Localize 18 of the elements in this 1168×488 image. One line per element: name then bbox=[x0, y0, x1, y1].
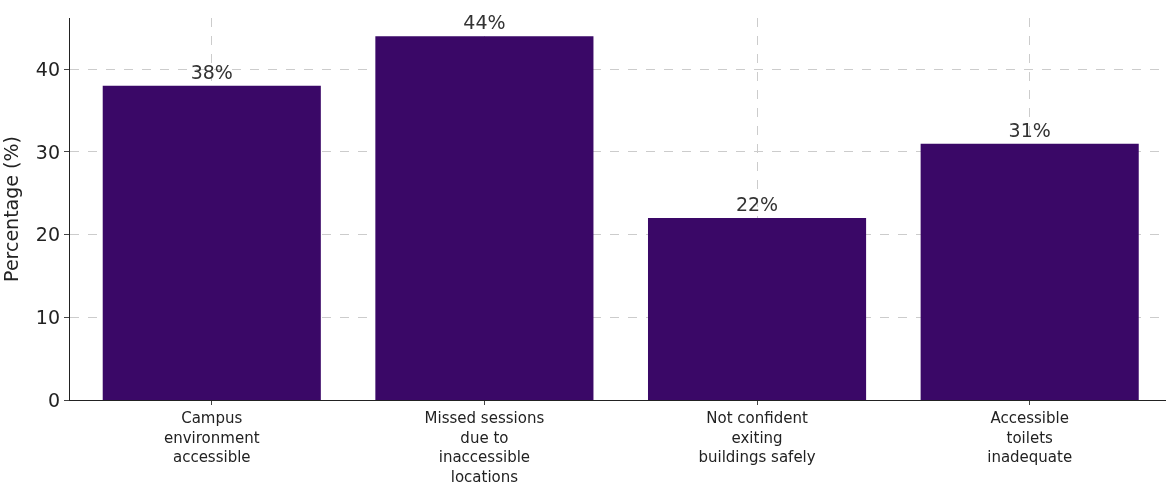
y-axis-title: Percentage (%) bbox=[0, 136, 22, 282]
y-tick-label: 20 bbox=[35, 223, 61, 246]
y-tick-label: 0 bbox=[47, 388, 61, 411]
data-label: 31% bbox=[1008, 118, 1051, 141]
y-tick-label: 40 bbox=[35, 57, 61, 80]
bar bbox=[647, 218, 867, 400]
x-tick-label: Accessible toilets inadequate bbox=[987, 409, 1073, 467]
bar bbox=[920, 143, 1139, 400]
x-tick-label: Missed sessions due to inaccessible locations bbox=[424, 409, 545, 486]
data-label: 22% bbox=[735, 193, 779, 216]
bar bbox=[102, 85, 321, 400]
y-tick-label: 10 bbox=[35, 305, 61, 328]
y-tick-label: 30 bbox=[35, 140, 61, 163]
x-tick-label: Campus environment accessible bbox=[164, 409, 260, 467]
data-label: 44% bbox=[463, 11, 506, 34]
data-label: 38% bbox=[190, 60, 233, 83]
bar bbox=[375, 36, 594, 400]
x-tick-label: Not confident exiting buildings safely bbox=[698, 409, 816, 467]
